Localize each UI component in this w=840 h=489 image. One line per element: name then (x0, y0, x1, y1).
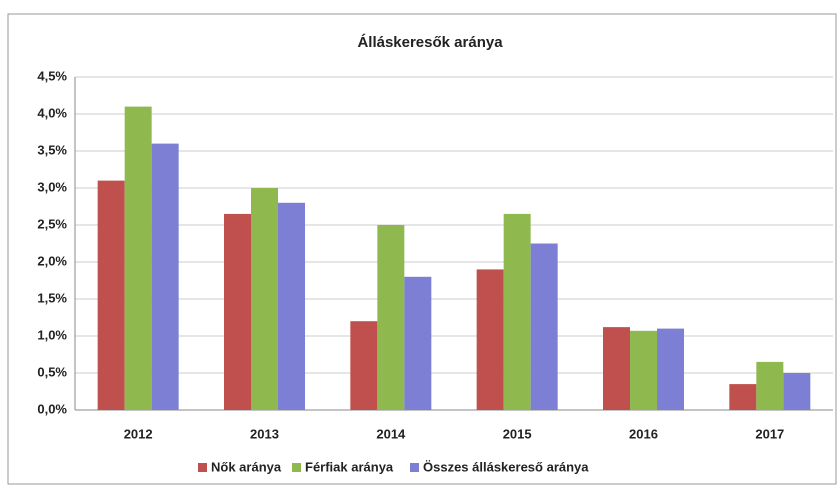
bar (377, 225, 405, 410)
chart-title: Álláskeresők aránya (357, 34, 503, 51)
y-tick-label: 2,0% (37, 253, 67, 268)
x-tick-label: 2016 (629, 426, 658, 441)
bar (404, 276, 432, 410)
legend-swatch (198, 463, 207, 472)
x-tick-label: 2013 (250, 426, 279, 441)
bar (97, 180, 125, 410)
bar (729, 384, 757, 410)
x-tick-label: 2017 (755, 426, 784, 441)
y-tick-label: 0,0% (37, 401, 67, 416)
legend-label: Összes álláskereső aránya (423, 459, 589, 474)
bar (124, 106, 152, 410)
bar (603, 327, 630, 410)
y-tick-label: 0,5% (37, 364, 67, 379)
bar (630, 330, 657, 410)
bar (503, 213, 531, 410)
bar (151, 143, 179, 410)
y-tick-label: 1,5% (37, 290, 67, 305)
y-tick-label: 4,5% (37, 68, 67, 83)
bar (530, 243, 558, 410)
bar (251, 188, 278, 410)
legend-swatch (410, 463, 419, 472)
bar (657, 328, 684, 410)
y-tick-label: 2,5% (37, 216, 67, 231)
legend-swatch (292, 463, 301, 472)
y-tick-label: 3,5% (37, 142, 67, 157)
y-tick-label: 4,0% (37, 105, 67, 120)
bar (350, 321, 378, 410)
x-tick-label: 2015 (503, 426, 532, 441)
legend-label: Férfiak aránya (305, 459, 394, 474)
bar (278, 202, 305, 410)
bar (476, 269, 504, 410)
bar (783, 373, 811, 410)
x-tick-label: 2012 (124, 426, 153, 441)
y-tick-label: 3,0% (37, 179, 67, 194)
legend-label: Nők aránya (211, 459, 282, 474)
bar (756, 361, 784, 410)
x-tick-label: 2014 (376, 426, 406, 441)
y-tick-label: 1,0% (37, 327, 67, 342)
bar (224, 213, 251, 410)
